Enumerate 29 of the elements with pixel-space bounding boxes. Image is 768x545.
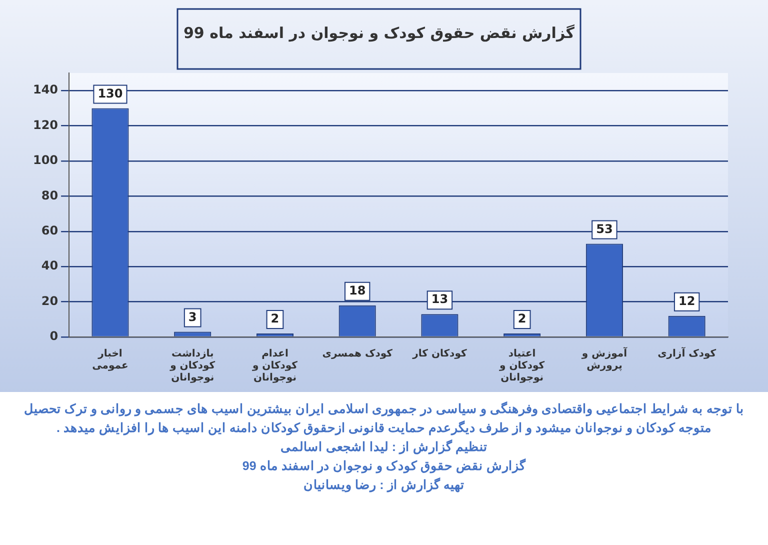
data-label: 2 [270,312,280,326]
data-label: 130 [98,86,123,100]
x-tick-label: اعتیاد کودکان و نوجوانان [498,348,545,384]
data-label: 3 [188,310,197,324]
y-tick-label: 120 [32,118,58,132]
data-label: 12 [678,294,696,308]
y-tick-label: 40 [41,258,58,273]
x-tick-label: کودک آزاری [658,346,716,360]
y-tick-label: 100 [32,153,58,168]
text: تنظیم گزارش از : لیدا اشجعی اسالمی [280,438,488,456]
y-tick-label: 60 [41,224,58,238]
x-tick-label: کودکان کار [412,348,467,360]
text: گزارش نقض حقوق کودک و نوجوان در اسفند ماه 99 [241,458,527,476]
x-tick-label: کودک همسری [322,348,393,360]
text: تهیه گزارش از : رضا ویسانیان [302,476,466,494]
x-tick-label: اخبار عمومی [92,348,128,372]
y-tick-label: 140 [32,82,58,97]
chart-title: گزارش نقض حقوق کودک و نوجوان در اسفند ماه 99 [183,24,575,42]
data-label: 18 [348,283,366,298]
x-tick-label: آموزش و پرورش [580,346,628,372]
data-label: 13 [431,292,448,306]
data-label: 2 [518,312,526,326]
x-tick-label: بازداشت کودکان و نوجوانان [169,348,216,384]
text: با توجه به شرایط اجتماعیی واقتصادی وفرهنگی و سیاسی در جمهوری اسلامی ایران بیشترین اسیب های جسمی و روانی و ترک تحصیل متوجه کودکان و نوجوانان میشود و از طرف دیگرعدم حمایت قانونی ازحقوق کودکان دامنه این اسیب ها را افزایش میدهد . [23,400,745,438]
data-label: 53 [596,222,613,236]
y-tick-label: 20 [41,294,58,308]
y-tick-label: 80 [41,188,58,202]
y-tick-label: 0 [50,329,58,344]
x-tick-label: اعدام کودکان و نوجوانان [251,348,298,384]
